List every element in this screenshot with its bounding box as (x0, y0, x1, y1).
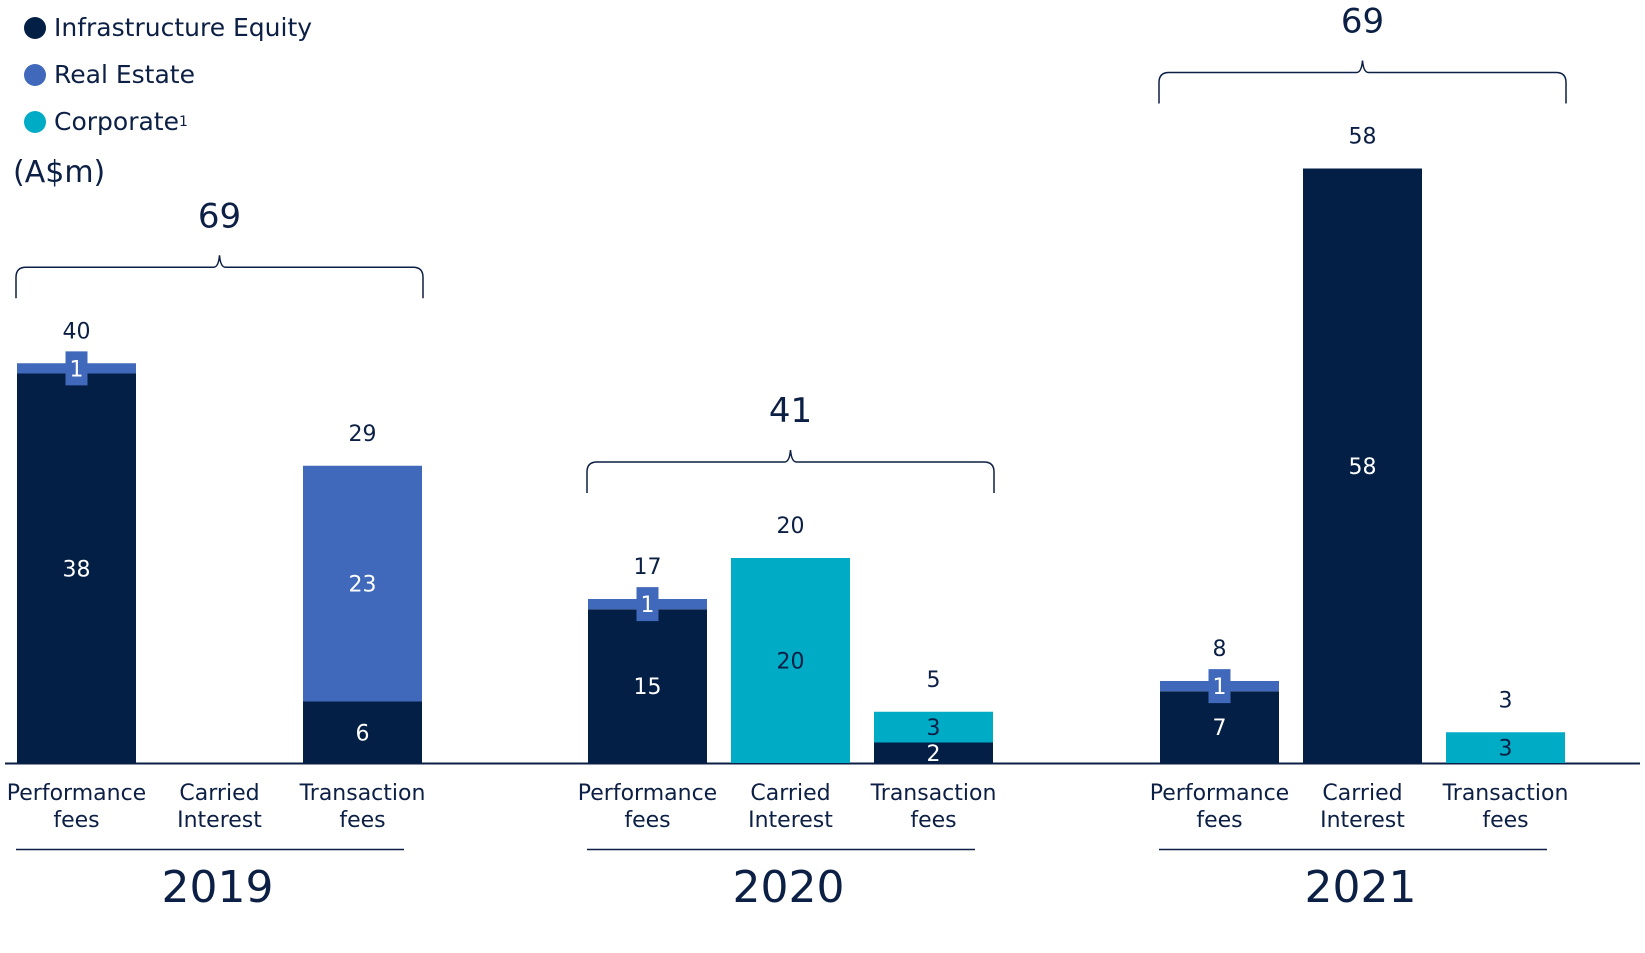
category-label: Carried (179, 781, 259, 806)
bar-total-label: 58 (1349, 125, 1377, 150)
legend-swatch (24, 110, 46, 133)
year-label: 2021 (1305, 862, 1417, 913)
category-label: fees (1196, 808, 1242, 833)
category-label: Interest (1320, 808, 1405, 833)
segment-label: 58 (1349, 455, 1377, 480)
category-label: fees (624, 808, 670, 833)
bar-segment-infrastructure-equity (874, 742, 993, 763)
bar-segment-infrastructure-equity (17, 373, 136, 763)
segment-label: 3 (927, 716, 941, 741)
category-label: Performance (1150, 781, 1289, 806)
legend-item-infrastructure-equity: Infrastructure Equity (24, 4, 312, 51)
category-label: fees (1482, 808, 1528, 833)
segment-label: 7 (1213, 716, 1227, 741)
segment-label: 2 (927, 742, 941, 767)
legend-footnote-marker: 1 (178, 113, 188, 130)
legend-label: Infrastructure Equity (54, 13, 313, 42)
category-label: Carried (750, 781, 830, 806)
category-label: fees (910, 808, 956, 833)
bar-total-label: 20 (777, 514, 805, 539)
segment-label: 6 (356, 721, 370, 746)
category-label: Carried (1322, 781, 1402, 806)
bar-segment-corporate (1446, 732, 1565, 763)
bar-total-label: 8 (1213, 637, 1227, 662)
year-label: 2020 (733, 862, 845, 913)
legend-label: Corporate (54, 107, 179, 136)
segment-label: 23 (349, 573, 377, 598)
bar-segment-infrastructure-equity (1160, 691, 1279, 763)
segment-label: 38 (63, 557, 91, 582)
bar-total-label: 17 (634, 555, 662, 580)
segment-label-box (1208, 669, 1231, 704)
legend-item-corporate: Corporate 1 (24, 98, 312, 145)
bar-segment-real-estate (303, 465, 422, 702)
category-label: Transaction (299, 781, 426, 806)
segment-label: 1 (1213, 675, 1227, 700)
bar-segment-corporate (874, 711, 993, 743)
bar-segment-infrastructure-equity (303, 701, 422, 763)
legend-swatch (24, 63, 46, 86)
category-label: Transaction (870, 781, 997, 806)
segment-label: 1 (70, 357, 84, 382)
group-total-label: 69 (1341, 2, 1384, 42)
category-label: Performance (7, 781, 146, 806)
segment-label: 1 (641, 593, 655, 618)
category-label: Interest (748, 808, 833, 833)
group-total-bracket (1158, 60, 1567, 104)
unit-label: (A$m) (13, 155, 106, 190)
bar-total-label: 3 (1499, 688, 1513, 713)
category-label: Performance (578, 781, 717, 806)
category-label: fees (53, 808, 99, 833)
legend-swatch (24, 16, 46, 39)
bar-total-label: 40 (63, 319, 91, 344)
bar-segment-infrastructure-equity (588, 609, 707, 763)
segment-label: 15 (634, 675, 662, 700)
chart-legend: Infrastructure Equity Real Estate Corporat… (24, 4, 312, 145)
bar-segment-corporate (731, 558, 850, 763)
category-label: Interest (177, 808, 262, 833)
segment-label: 20 (777, 650, 805, 675)
year-label: 2019 (162, 862, 274, 913)
bar-total-label: 29 (349, 422, 377, 447)
bar-segment-infrastructure-equity (1303, 168, 1422, 763)
group-total-bracket (586, 449, 995, 493)
category-label: Transaction (1442, 781, 1569, 806)
group-total-label: 69 (198, 196, 241, 236)
segment-label-box (636, 587, 659, 622)
segment-label-box (65, 351, 88, 386)
category-label: fees (339, 808, 385, 833)
group-total-bracket (15, 255, 424, 299)
group-total-label: 41 (769, 391, 812, 431)
legend-item-real-estate: Real Estate (24, 51, 312, 98)
segment-label: 3 (1499, 737, 1513, 762)
legend-label: Real Estate (54, 60, 195, 89)
bar-total-label: 5 (927, 668, 941, 693)
